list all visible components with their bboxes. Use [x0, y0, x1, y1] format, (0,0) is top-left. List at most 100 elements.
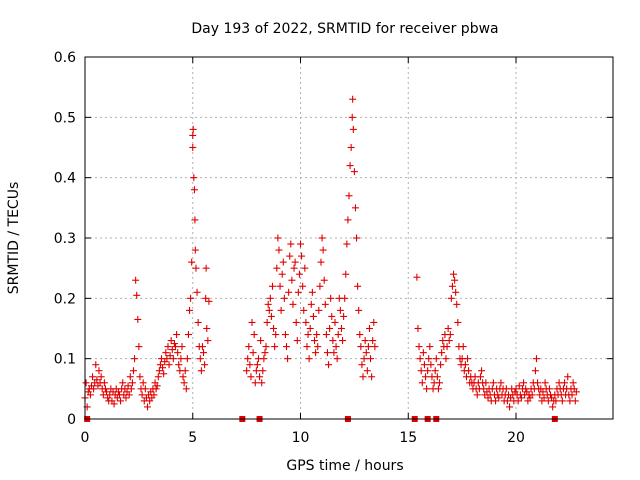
data-point [260, 355, 268, 363]
y-tick-label: 0.5 [54, 110, 76, 126]
data-point [193, 288, 201, 296]
data-point [459, 343, 467, 351]
data-point [298, 252, 306, 260]
data-point [251, 379, 259, 387]
data-point [162, 349, 170, 357]
data-point [301, 264, 309, 272]
data-point [163, 355, 171, 363]
data-point [90, 385, 98, 393]
data-point [134, 315, 142, 323]
data-point [346, 162, 354, 170]
data-point [422, 373, 430, 381]
data-point [512, 385, 520, 393]
data-point [152, 385, 160, 393]
data-point [184, 331, 192, 339]
data-point [371, 343, 379, 351]
data-point [358, 361, 366, 369]
data-point [154, 373, 162, 381]
data-point [271, 343, 279, 351]
data-point [545, 385, 553, 393]
data-point [328, 312, 336, 320]
data-point [264, 300, 272, 308]
data-point [300, 306, 308, 314]
data-point [503, 397, 511, 405]
data-point [97, 373, 105, 381]
x-tick-label: 0 [81, 430, 90, 446]
data-point [160, 370, 168, 378]
data-point [164, 343, 172, 351]
data-point [340, 312, 348, 320]
data-point [141, 385, 149, 393]
x-tick-label: 20 [507, 430, 525, 446]
data-point [343, 240, 351, 248]
data-point [424, 367, 432, 375]
data-point [165, 361, 173, 369]
data-point [190, 186, 198, 194]
data-point [416, 355, 424, 363]
data-point [314, 343, 322, 351]
data-point [200, 349, 208, 357]
data-point [257, 337, 265, 345]
data-point [464, 355, 472, 363]
data-point [345, 192, 353, 200]
data-point [243, 367, 251, 375]
data-point [341, 294, 349, 302]
data-point [177, 355, 185, 363]
data-point [415, 343, 423, 351]
data-point [478, 367, 486, 375]
data-point [540, 394, 548, 402]
data-point [534, 379, 542, 387]
data-point [443, 343, 451, 351]
data-point [188, 258, 196, 266]
y-tick-label: 0.2 [54, 291, 76, 307]
data-point [368, 373, 376, 381]
data-point [348, 113, 356, 121]
data-point [126, 373, 134, 381]
y-tick-label: 0.3 [54, 231, 76, 247]
data-point [445, 337, 453, 345]
data-point [541, 379, 549, 387]
y-tick-label: 0 [67, 412, 76, 428]
data-point [150, 391, 158, 399]
data-point [179, 373, 187, 381]
data-point [283, 343, 291, 351]
data-point [189, 144, 197, 151]
data-point [437, 361, 445, 369]
data-point [294, 288, 302, 296]
data-point [129, 367, 137, 375]
data-point [432, 355, 440, 363]
data-point [427, 361, 435, 369]
data-point [329, 337, 337, 345]
data-point [442, 355, 450, 363]
data-point [136, 373, 144, 381]
data-point [342, 270, 350, 278]
data-point [568, 391, 576, 399]
data-point [132, 276, 140, 284]
data-point [327, 294, 335, 302]
data-point [201, 361, 209, 369]
data-point [531, 367, 539, 375]
data-point [245, 343, 253, 351]
data-point [561, 379, 569, 387]
data-point [202, 264, 210, 272]
data-point [549, 403, 557, 411]
y-tick-label: 0.1 [54, 352, 76, 368]
data-point [191, 246, 199, 254]
data-point [339, 337, 347, 345]
data-point [350, 168, 358, 176]
data-point [86, 391, 94, 399]
data-point [332, 343, 340, 351]
data-point [253, 361, 261, 369]
x-tick-label: 10 [292, 430, 310, 446]
data-point [433, 373, 441, 381]
data-point [99, 391, 107, 399]
data-point [434, 385, 442, 393]
data-point [331, 318, 339, 326]
data-point [367, 355, 375, 363]
data-point [517, 394, 525, 402]
data-point [362, 349, 370, 357]
data-point [263, 318, 271, 326]
data-point [172, 343, 180, 351]
data-point [135, 343, 143, 351]
